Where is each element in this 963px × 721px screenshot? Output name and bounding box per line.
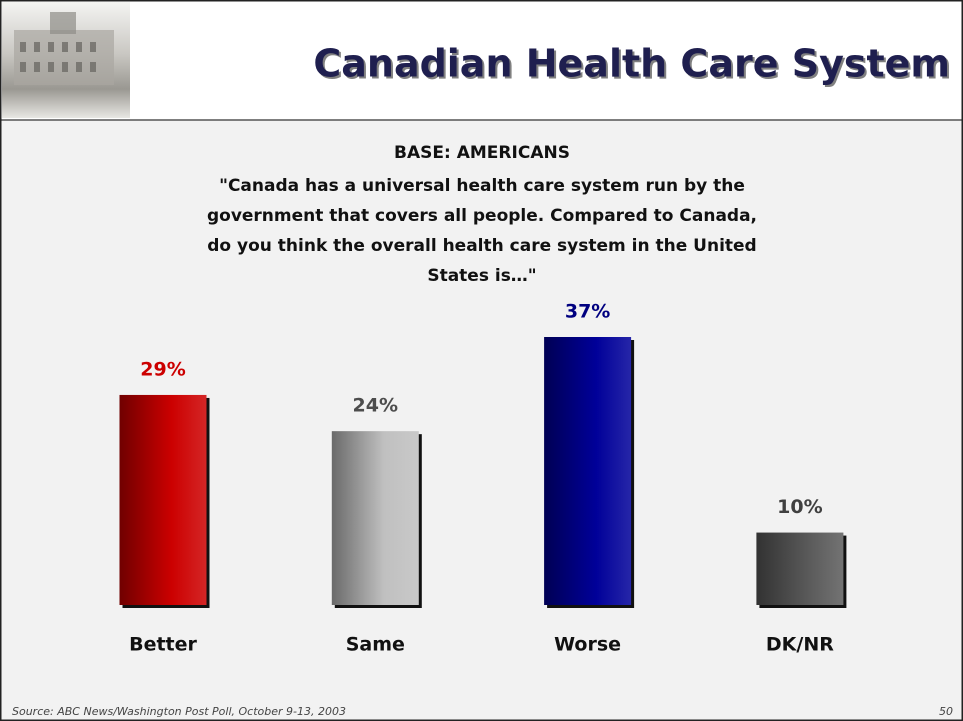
- value-label: 37%: [565, 301, 610, 323]
- question-line: do you think the overall health care sys…: [207, 236, 756, 256]
- subtitle: BASE: AMERICANS: [394, 143, 570, 163]
- value-label: 24%: [353, 395, 398, 417]
- category-label: Worse: [554, 634, 621, 656]
- bar: [331, 431, 419, 605]
- header-photo: [2, 2, 130, 118]
- question-line: States is…": [427, 266, 536, 286]
- bar: [119, 394, 207, 605]
- bar: [544, 337, 632, 605]
- source: Source: ABC News/Washington Post Poll, O…: [12, 705, 346, 718]
- category-label: DK/NR: [766, 634, 834, 656]
- chart-title: Canadian Health Care System: [313, 42, 950, 86]
- value-label: 10%: [777, 496, 822, 518]
- value-label: 29%: [140, 358, 185, 380]
- bar: [756, 532, 844, 605]
- header: [0, 0, 963, 120]
- category-label: Better: [129, 634, 197, 656]
- category-label: Same: [346, 634, 405, 656]
- page-number: 50: [939, 705, 953, 718]
- question-line: "Canada has a universal health care syst…: [219, 176, 745, 196]
- question-line: government that covers all people. Compa…: [207, 206, 757, 226]
- title-shadow: Canadian Health Care System: [315, 44, 952, 88]
